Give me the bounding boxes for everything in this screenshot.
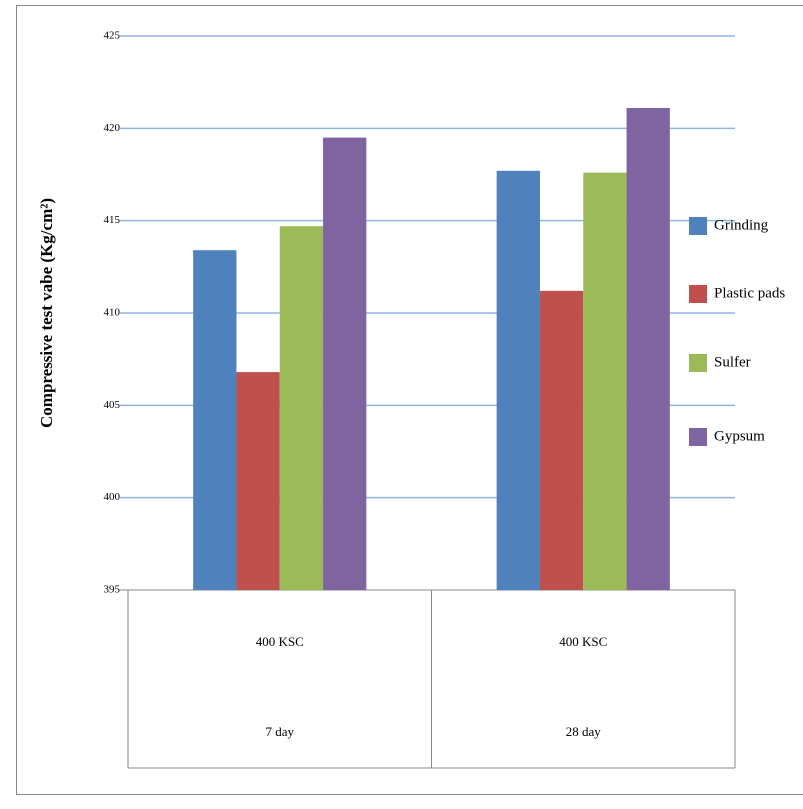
legend-label: Grinding bbox=[714, 217, 769, 233]
y-tick-label: 395 bbox=[104, 584, 121, 596]
bar bbox=[583, 172, 627, 591]
chart-frame bbox=[16, 5, 803, 795]
legend-swatch bbox=[689, 285, 707, 303]
legend-swatch bbox=[689, 217, 707, 235]
legend-swatch bbox=[689, 428, 707, 446]
bar bbox=[323, 137, 367, 591]
y-tick-label: 415 bbox=[104, 214, 121, 226]
legend-label: Plastic pads bbox=[714, 285, 785, 301]
bar bbox=[279, 226, 324, 590]
legend-label: Sulfer bbox=[714, 354, 751, 370]
x-group-label: 7 day bbox=[265, 724, 294, 739]
y-tick-label: 425 bbox=[104, 30, 121, 42]
x-tick-label: 400 KSC bbox=[559, 634, 607, 649]
y-axis-title: Compressive test vabe (Kg/cm²) bbox=[37, 198, 56, 428]
legend-swatch bbox=[689, 354, 707, 372]
bar bbox=[626, 108, 670, 591]
bar bbox=[496, 170, 540, 590]
x-tick-label: 400 KSC bbox=[256, 634, 304, 649]
legend-label: Gypsum bbox=[714, 428, 765, 444]
bar bbox=[193, 250, 237, 591]
bar bbox=[539, 290, 584, 590]
y-tick-label: 405 bbox=[104, 399, 121, 411]
y-tick-label: 410 bbox=[104, 307, 121, 319]
x-group-label: 28 day bbox=[566, 724, 602, 739]
y-tick-label: 400 bbox=[104, 491, 121, 503]
y-tick-label: 420 bbox=[104, 122, 121, 134]
bar bbox=[236, 372, 280, 590]
